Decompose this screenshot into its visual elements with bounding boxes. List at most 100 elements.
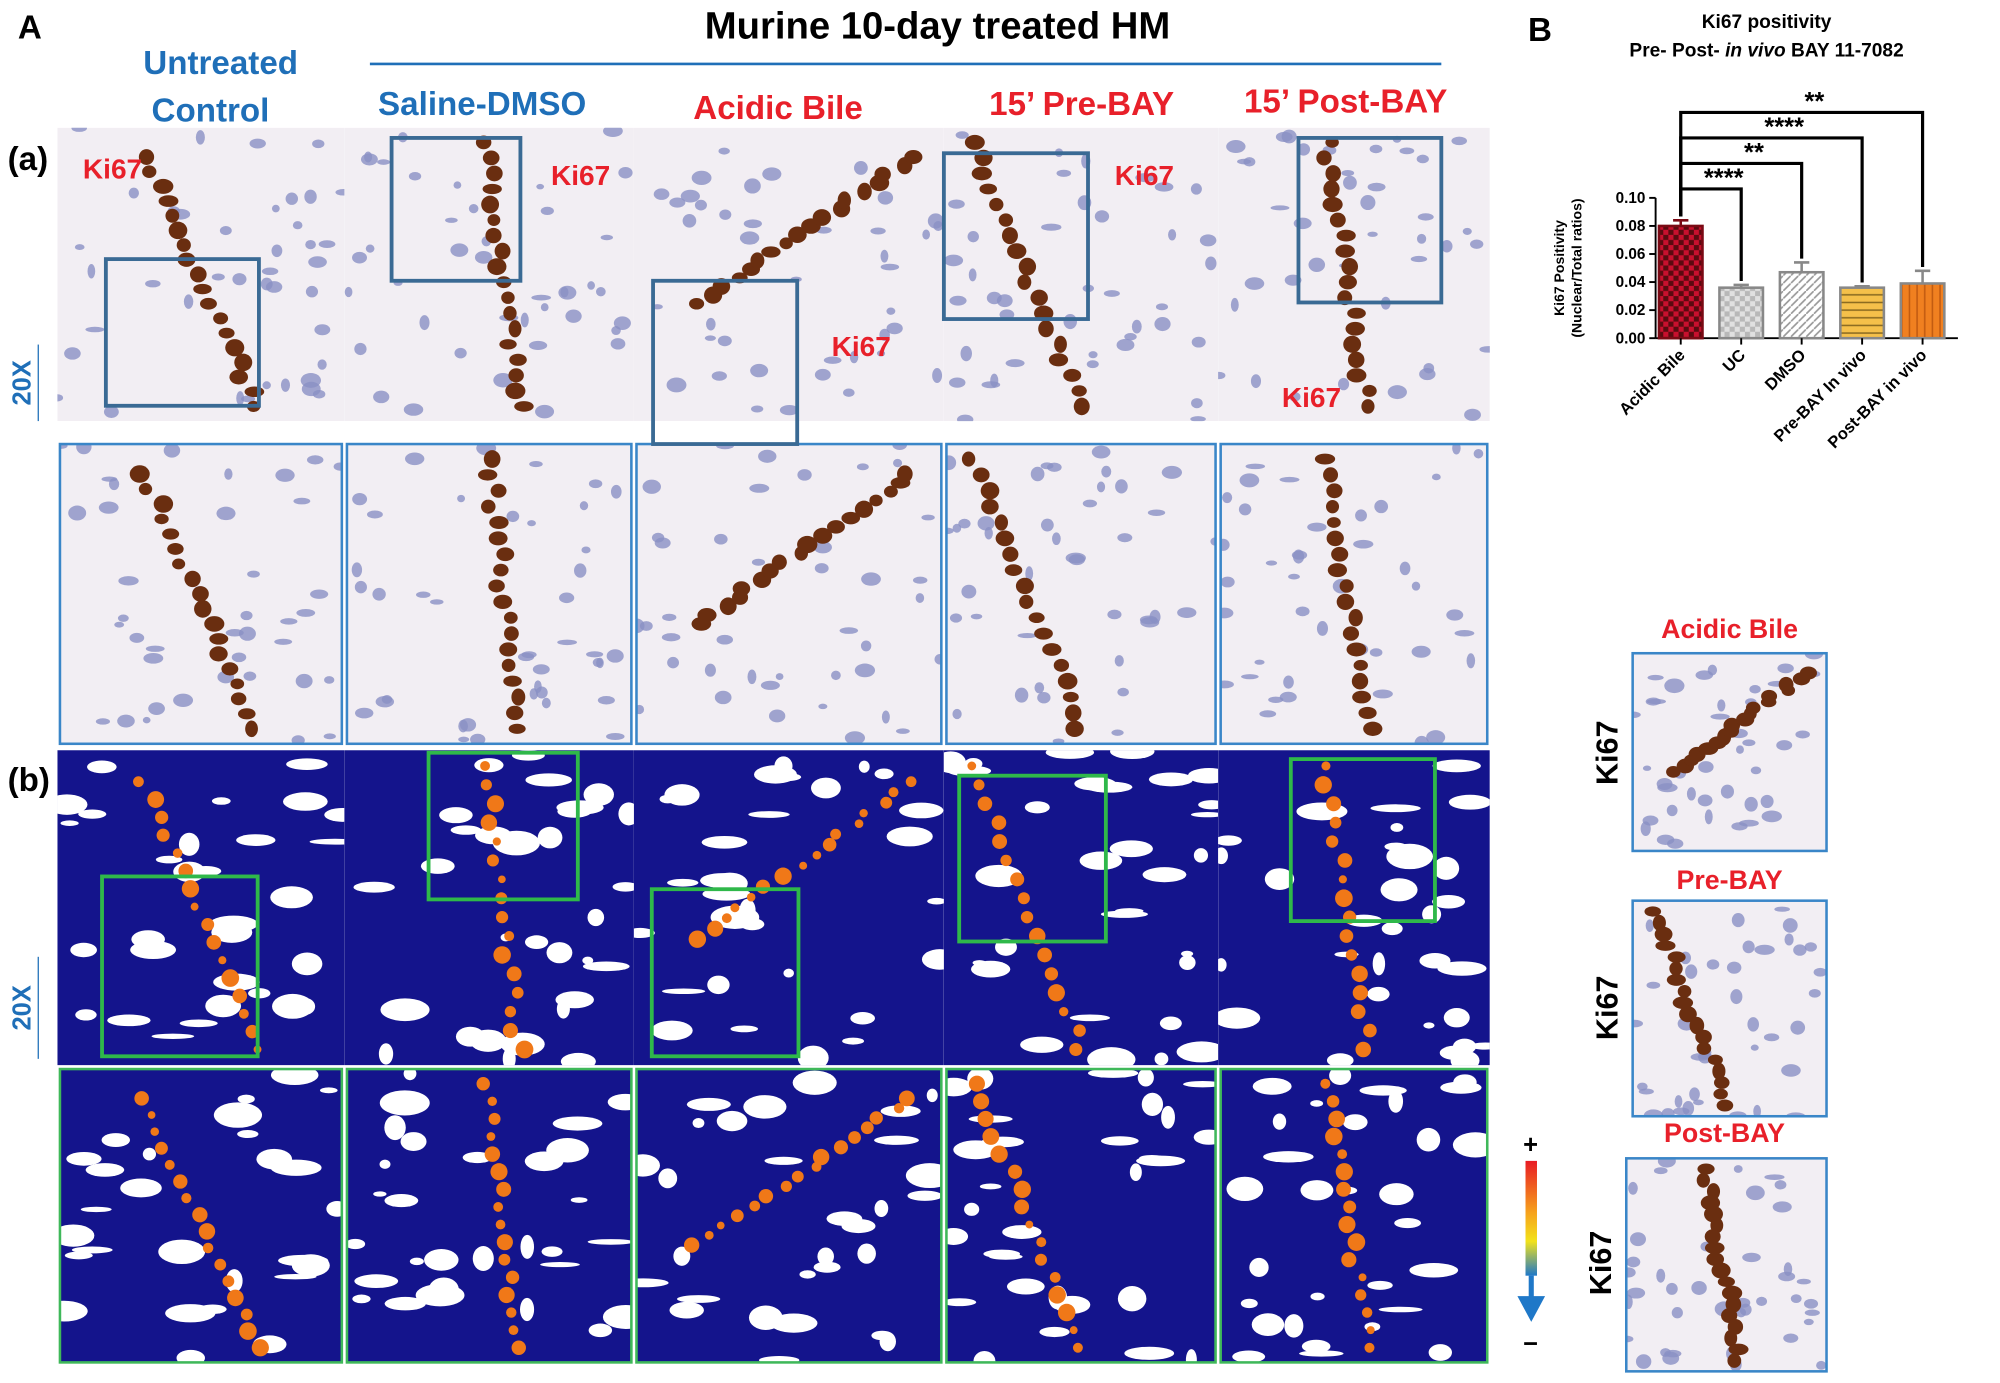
mask-gap: [1372, 952, 1386, 976]
zoom-box: [957, 773, 1108, 944]
nucleus: [739, 231, 760, 245]
mask-gap: [520, 1297, 535, 1322]
nucleus: [1744, 796, 1758, 812]
nucleus: [843, 388, 855, 397]
nucleus: [636, 704, 645, 715]
mask-positive: [498, 1253, 511, 1266]
mask-positive: [791, 1170, 804, 1183]
mask-positive: [154, 1141, 168, 1155]
mask-gap: [1378, 1306, 1423, 1313]
mask-positive: [982, 1128, 1000, 1145]
nucleus: [1761, 810, 1782, 823]
nucleus: [1155, 303, 1169, 311]
positive-nucleus: [158, 195, 179, 207]
significance-bracket: [1679, 136, 1864, 283]
mask-gap: [1452, 1038, 1477, 1055]
nucleus: [1804, 1309, 1820, 1316]
mask-gap: [237, 1130, 259, 1139]
bar: [1778, 270, 1825, 340]
mask-gap: [651, 1020, 693, 1041]
positive-nucleus: [761, 246, 781, 258]
nucleus: [285, 192, 299, 205]
nucleus: [1628, 1181, 1638, 1195]
mask-positive: [1037, 947, 1053, 963]
positive-nucleus: [481, 195, 500, 214]
nucleus: [261, 267, 279, 276]
positive-nucleus: [189, 266, 207, 283]
positive-nucleus: [1347, 307, 1366, 319]
nucleus: [1387, 385, 1407, 400]
positive-nucleus: [994, 514, 1008, 531]
mask-gap: [1380, 878, 1418, 902]
nucleus: [1411, 581, 1421, 591]
color-scale: [1525, 1160, 1537, 1276]
mask-gap: [771, 772, 802, 782]
mask-gap: [973, 1350, 996, 1363]
nucleus: [1726, 961, 1742, 974]
mask-positive: [704, 1230, 714, 1240]
mask-positive: [1347, 1233, 1366, 1251]
mask-gap: [384, 1194, 419, 1208]
nucleus: [493, 372, 513, 388]
nucleus: [1220, 607, 1234, 619]
positive-nucleus: [488, 579, 505, 593]
panel-label: B: [1528, 12, 1552, 49]
nucleus: [955, 131, 969, 139]
positive-nucleus: [1362, 384, 1377, 397]
positive-nucleus: [209, 646, 228, 662]
positive-nucleus: [493, 594, 513, 610]
mask-positive: [1343, 1200, 1357, 1214]
mask-gap: [874, 768, 894, 780]
frame: [1631, 899, 1828, 1118]
nucleus: [896, 728, 910, 734]
nucleus: [1671, 1307, 1683, 1319]
nucleus: [1131, 319, 1142, 334]
positive-nucleus: [192, 586, 209, 602]
mask-positive: [495, 911, 509, 924]
nucleus: [364, 151, 373, 163]
mask-positive: [1337, 1149, 1348, 1160]
mask-positive: [780, 1180, 792, 1193]
nucleus: [946, 455, 957, 471]
positive-nucleus: [1017, 274, 1032, 290]
nucleus: [1466, 653, 1476, 669]
scale-min: −: [1523, 1330, 1538, 1358]
mask-positive: [1335, 889, 1353, 908]
nucleus: [922, 229, 930, 240]
mask-positive: [476, 1077, 490, 1091]
nucleus: [195, 130, 205, 145]
nucleus: [1470, 239, 1484, 249]
nucleus: [606, 732, 625, 740]
positive-nucleus: [779, 237, 793, 250]
nucleus: [1697, 794, 1713, 807]
nucleus: [372, 587, 386, 601]
mask-gap: [450, 825, 482, 835]
nucleus: [893, 458, 903, 468]
nucleus: [1626, 1256, 1641, 1268]
nucleus: [1673, 1107, 1690, 1116]
positive-nucleus: [129, 465, 150, 483]
nucleus: [541, 697, 551, 709]
scale-arrow: [1517, 1275, 1546, 1322]
mask-gap: [905, 1163, 942, 1189]
mask-positive: [1073, 1024, 1086, 1037]
micrograph: [1220, 444, 1488, 744]
nucleus: [1041, 223, 1062, 231]
nucleus: [64, 347, 81, 360]
mask-gap: [309, 838, 345, 845]
positive-nucleus: [493, 563, 509, 577]
nucleus: [1691, 1280, 1707, 1295]
positive-nucleus: [506, 705, 524, 721]
positive-nucleus: [487, 214, 501, 226]
nucleus: [373, 390, 390, 404]
positive-nucleus: [995, 530, 1015, 547]
nucleus: [1116, 338, 1135, 352]
nucleus: [271, 204, 280, 213]
positive-nucleus: [162, 528, 180, 540]
mask-positive: [222, 1275, 235, 1288]
nucleus: [1657, 783, 1678, 793]
mask-gap: [1161, 1105, 1175, 1129]
positive-nucleus: [1329, 212, 1346, 228]
nucleus: [1254, 659, 1265, 665]
positive-nucleus: [1352, 690, 1372, 704]
